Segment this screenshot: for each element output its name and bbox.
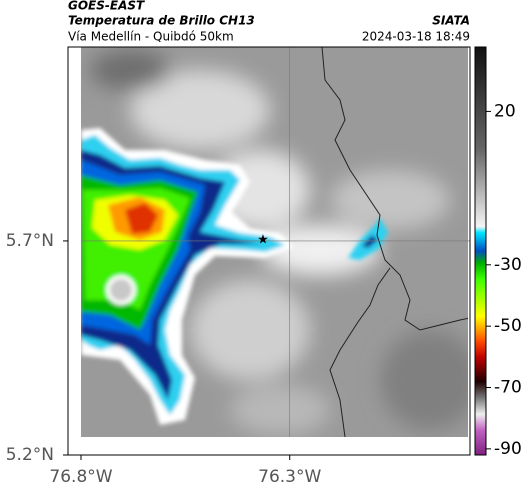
satellite-image <box>81 47 468 437</box>
caption: Vía Medellín - Quibdó 50km <box>68 30 234 44</box>
colorbar-tick-label: -30 <box>494 255 522 275</box>
subtitle: Temperatura de Brillo CH13 <box>68 14 255 28</box>
x-tick-label: 76.8°W <box>49 467 112 487</box>
grid <box>81 47 470 437</box>
y-tick-label: 5.7°N <box>6 231 54 251</box>
x-tick-label: 76.3°W <box>258 467 321 487</box>
station-marker: ★ <box>257 233 269 248</box>
colorbar <box>474 46 487 456</box>
colorbar-tick-label: -50 <box>494 316 522 336</box>
title: GOES-EAST <box>68 0 145 13</box>
source: SIATA <box>432 14 470 28</box>
y-tick-label: 5.2°N <box>6 445 54 465</box>
colorbar-tick-label: 20 <box>494 101 516 121</box>
map-frame <box>67 46 471 456</box>
datetime: 2024-03-18 18:49 <box>362 30 470 44</box>
colorbar-tick-label: -90 <box>494 439 522 459</box>
colorbar-tick-label: -70 <box>494 378 522 398</box>
